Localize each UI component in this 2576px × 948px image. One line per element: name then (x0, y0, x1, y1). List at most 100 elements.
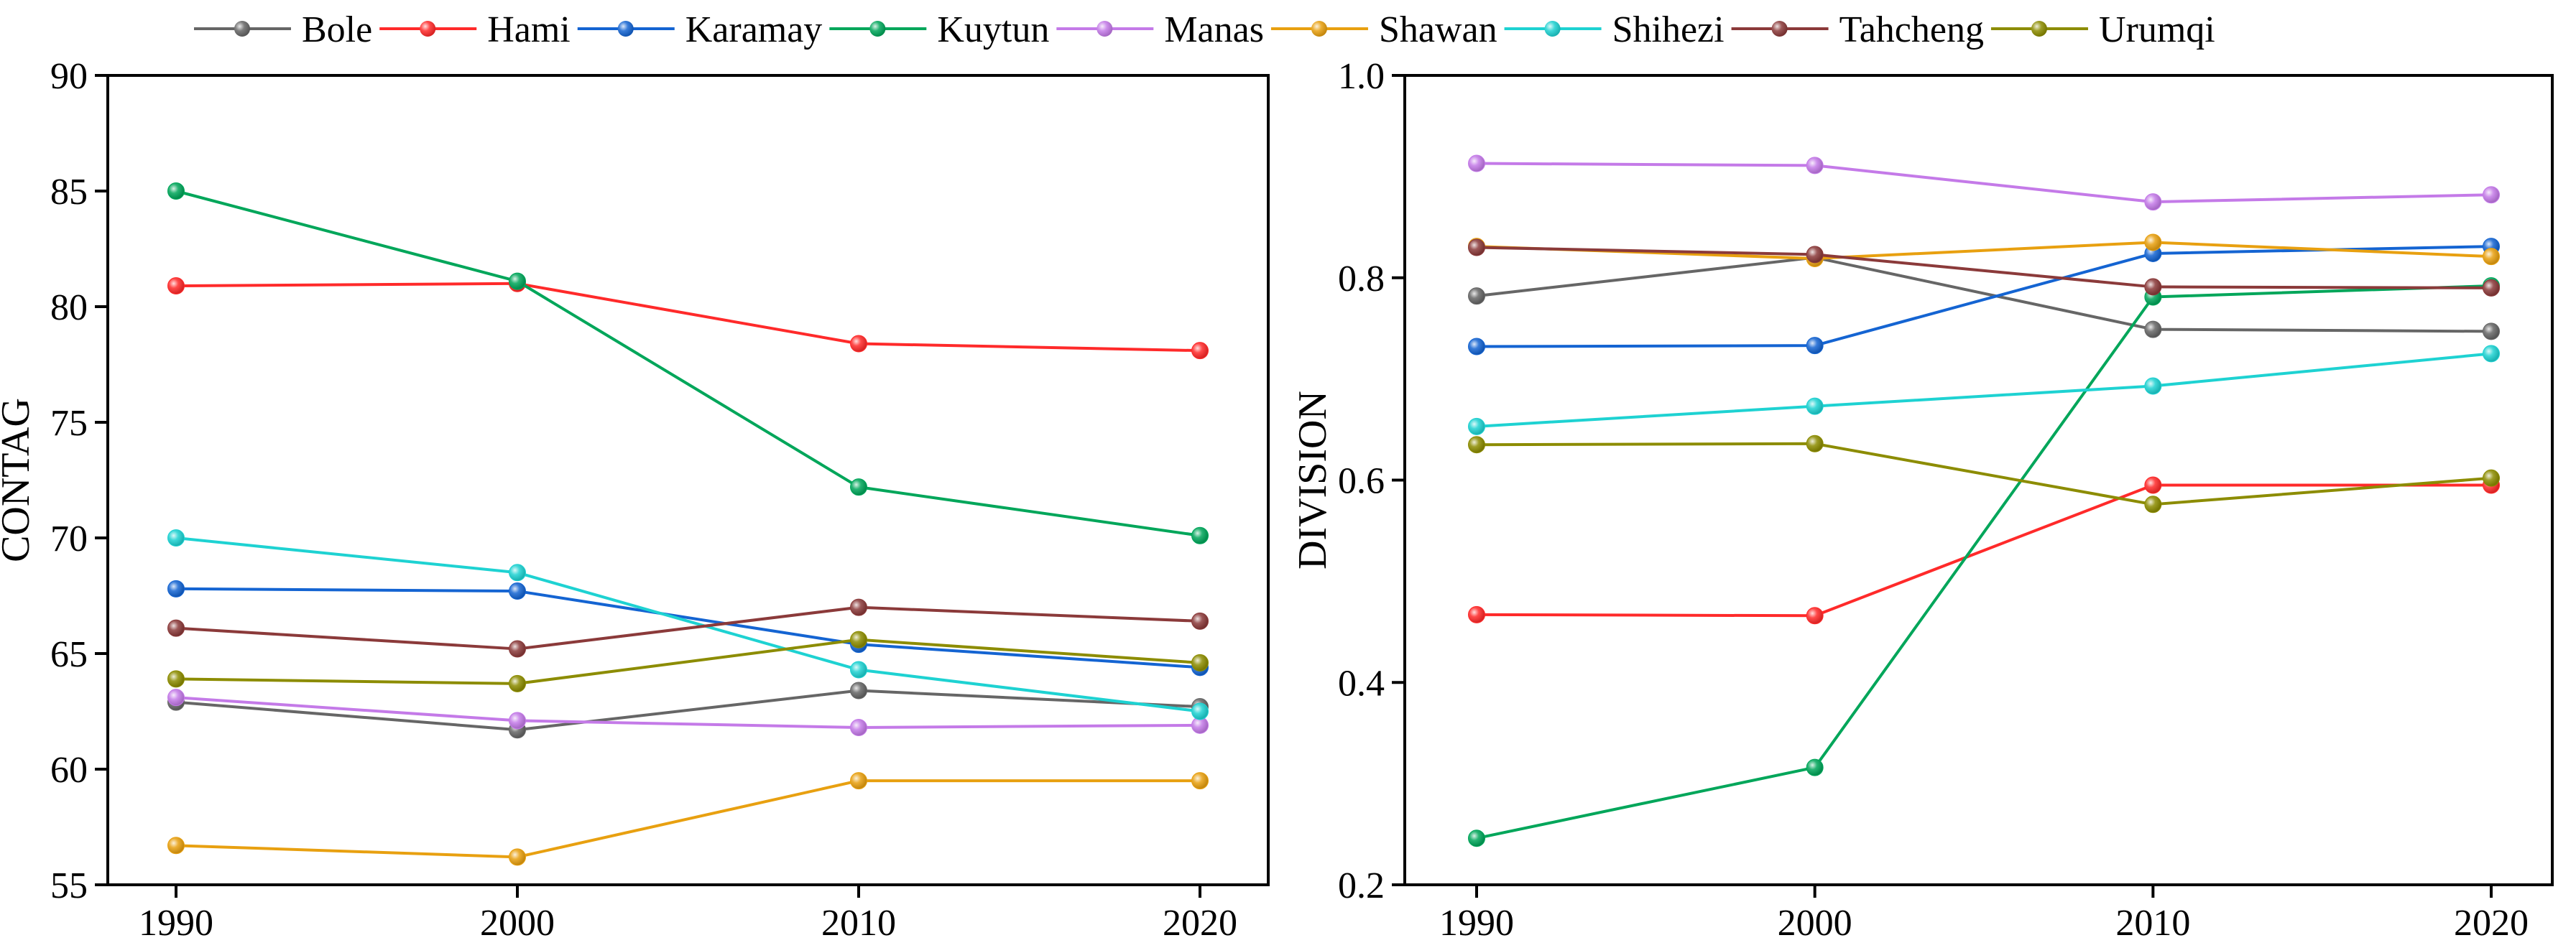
legend-marker-shine (1544, 21, 1561, 37)
y-tick-label: 0.4 (1338, 663, 1385, 704)
data-point-manas-2010 (2144, 193, 2162, 211)
x-tick-label: 2020 (2454, 903, 2529, 944)
legend-marker-shine (617, 21, 634, 37)
marker-shine (2483, 187, 2499, 203)
marker-shine (509, 583, 525, 600)
legend-item-shihezi: Shihezi (1504, 9, 1725, 50)
marker-shine (2483, 323, 2499, 340)
data-point-bole-2010 (2144, 320, 2162, 338)
marker-shine (1192, 703, 1208, 720)
marker-shine (2145, 378, 2161, 394)
legend-label: Karamay (685, 9, 823, 50)
legend-marker-shine (1097, 21, 1113, 37)
data-point-karamay-2000 (1806, 337, 1824, 355)
data-point-tahcheng-1990 (167, 619, 185, 637)
marker-shine (168, 580, 184, 597)
legend-label: Shawan (1379, 9, 1497, 50)
data-point-manas-1990 (167, 689, 185, 707)
legend-marker-shine (2031, 21, 2047, 37)
data-point-shihezi-2010 (2144, 377, 2162, 395)
data-point-shawan-2020 (2483, 248, 2500, 266)
data-point-urumqi-1990 (1468, 436, 1485, 454)
legend-item-tahcheng: Tahcheng (1731, 9, 1984, 50)
marker-shine (851, 631, 867, 648)
data-point-tahcheng-2000 (509, 640, 526, 658)
marker-shine (851, 773, 867, 789)
data-point-shihezi-1990 (1468, 417, 1485, 435)
data-point-shihezi-2000 (1806, 397, 1824, 415)
series-line-urumqi (1476, 442, 2492, 506)
series-hami (167, 274, 1209, 360)
series-line-shawan (175, 779, 1200, 859)
marker-shine (2145, 496, 2161, 513)
marker-shine (509, 675, 525, 692)
data-point-manas-2010 (850, 719, 867, 737)
legend-marker-shine (869, 21, 886, 37)
legend-marker-shine (420, 21, 436, 37)
y-tick-label: 75 (50, 403, 88, 444)
y-axis-title: CONTAG (0, 398, 38, 562)
marker-shine (851, 682, 867, 699)
marker-shine (851, 720, 867, 736)
series-line-hami (175, 282, 1201, 353)
plot-frame (106, 74, 1270, 886)
contag-chart: 55 60 65 70 75 80 85 90 1990 2000 2010 2020 CONTAG (0, 56, 1270, 944)
marker-shine (509, 564, 525, 581)
data-point-hami-2010 (850, 335, 867, 353)
marker-shine (1192, 613, 1208, 629)
data-point-shawan-2010 (850, 772, 867, 790)
legend-item-kuytun: Kuytun (829, 9, 1049, 50)
y-tick-label: 80 (50, 287, 88, 328)
x-tick-label: 2010 (2115, 903, 2190, 944)
series-tahcheng (1468, 238, 2500, 297)
marker-shine (2145, 279, 2161, 295)
marker-shine (1192, 717, 1208, 733)
data-point-urumqi-2010 (850, 631, 867, 649)
marker-shine (2145, 477, 2161, 493)
data-point-kuytun-2020 (1191, 526, 1209, 544)
series-line-kuytun (1476, 284, 2492, 840)
y-tick-label: 70 (50, 519, 88, 559)
x-tick-label: 1990 (139, 903, 213, 944)
series-hami (1468, 476, 2500, 625)
series-line-shawan (1476, 241, 2492, 260)
marker-shine (851, 335, 867, 352)
data-point-urumqi-2000 (1806, 434, 1824, 452)
y-tick-label: 0.2 (1338, 865, 1385, 906)
data-point-karamay-1990 (1468, 338, 1485, 356)
marker-shine (851, 479, 867, 496)
series-manas (1468, 154, 2500, 211)
legend-label: Shihezi (1612, 9, 1725, 50)
data-point-tahcheng-2020 (1191, 612, 1209, 630)
series-bole (1468, 248, 2500, 340)
legend-marker-shine (1311, 21, 1327, 37)
marker-shine (1469, 155, 1485, 172)
series-line-hami (1476, 483, 2491, 618)
marker-shine (2145, 194, 2161, 210)
legend-label: Urumqi (2099, 9, 2215, 50)
marker-shine (1192, 773, 1208, 789)
marker-shine (1192, 654, 1208, 671)
marker-shine (1192, 527, 1208, 544)
data-point-shawan-2010 (2144, 233, 2162, 251)
legend-item-manas: Manas (1056, 9, 1264, 50)
series-line-shihezi (175, 536, 1201, 713)
data-point-tahcheng-2020 (2483, 279, 2500, 297)
legend: Bole Hami Karamay Kuytun Manas Shawan Shihezi T… (194, 9, 2215, 50)
series-urumqi (1468, 434, 2500, 514)
marker-shine (168, 620, 184, 636)
marker-shine (1469, 606, 1485, 623)
series-line-tahcheng (1476, 246, 2492, 289)
legend-marker-shine (1771, 21, 1788, 37)
data-point-manas-2000 (1806, 157, 1824, 175)
data-point-kuytun-1990 (1468, 830, 1485, 847)
marker-shine (1806, 338, 1823, 354)
legend-item-shawan: Shawan (1270, 9, 1497, 50)
data-point-karamay-1990 (167, 580, 185, 598)
data-point-tahcheng-2010 (2144, 278, 2162, 296)
data-point-kuytun-1990 (167, 182, 185, 200)
data-point-shawan-2020 (1191, 772, 1209, 790)
marker-shine (168, 689, 184, 706)
series-line-shihezi (1476, 352, 2492, 428)
data-point-shihezi-2010 (850, 661, 867, 679)
